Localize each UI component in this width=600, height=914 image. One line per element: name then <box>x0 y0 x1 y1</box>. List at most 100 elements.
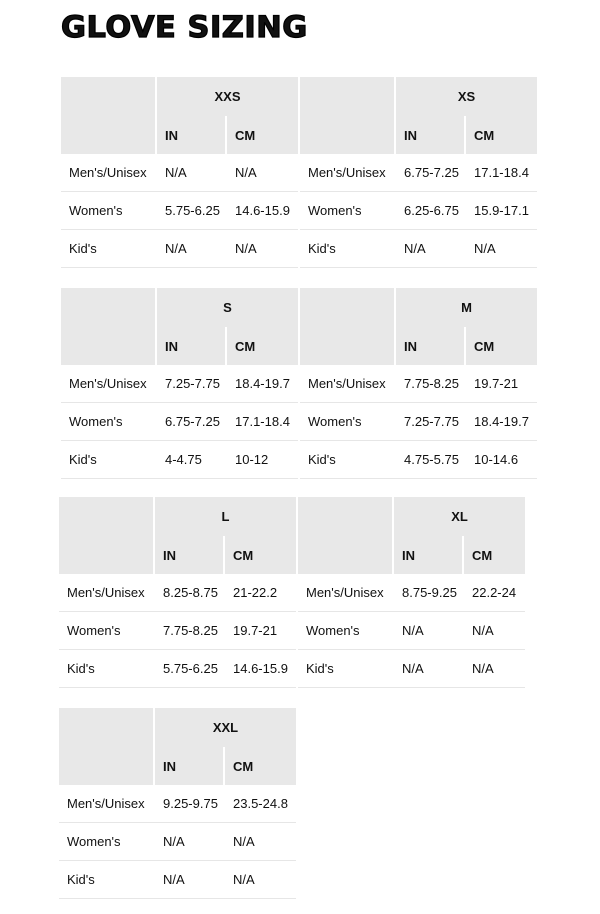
table-row: Men's/Unisex 8.75-9.25 22.2-24 <box>298 574 525 612</box>
unit-cm-header: CM <box>227 116 298 154</box>
size-header: XXL <box>155 708 296 747</box>
value-in: N/A <box>394 612 464 650</box>
table-row: Kid's N/A N/A <box>59 861 296 899</box>
unit-cm-header: CM <box>227 327 298 365</box>
value-in: 4.75-5.75 <box>396 441 466 479</box>
size-table-l: L IN CM Men's/Unisex 8.25-8.75 21-22.2 Women'… <box>59 497 296 688</box>
table-row: Women's N/A N/A <box>298 612 525 650</box>
value-in: 6.75-7.25 <box>157 403 227 441</box>
row-label: Women's <box>300 403 396 441</box>
value-in: 6.75-7.25 <box>396 154 466 192</box>
table-row: Men's/Unisex N/A N/A <box>61 154 298 192</box>
row-label: Men's/Unisex <box>300 365 396 403</box>
value-in: N/A <box>157 230 227 268</box>
unit-in-header: IN <box>157 116 227 154</box>
size-table-m: M IN CM Men's/Unisex 7.75-8.25 19.7-21 Women'… <box>300 288 537 479</box>
header-blank <box>61 77 157 154</box>
unit-in-header: IN <box>157 327 227 365</box>
value-cm: 23.5-24.8 <box>225 785 296 823</box>
size-header: XS <box>396 77 537 116</box>
table-row: Women's N/A N/A <box>59 823 296 861</box>
table-row: Men's/Unisex 7.75-8.25 19.7-21 <box>300 365 537 403</box>
value-cm: 18.4-19.7 <box>227 365 298 403</box>
value-cm: N/A <box>227 230 298 268</box>
header-blank <box>298 497 394 574</box>
value-cm: 17.1-18.4 <box>466 154 537 192</box>
unit-in-header: IN <box>155 747 225 785</box>
value-in: 4-4.75 <box>157 441 227 479</box>
size-header: M <box>396 288 537 327</box>
value-cm: 22.2-24 <box>464 574 525 612</box>
value-in: 6.25-6.75 <box>396 192 466 230</box>
header-blank <box>59 708 155 785</box>
row-label: Women's <box>59 823 155 861</box>
value-cm: 19.7-21 <box>225 612 296 650</box>
size-header: L <box>155 497 296 536</box>
value-in: 9.25-9.75 <box>155 785 225 823</box>
table-row: Kid's 4.75-5.75 10-14.6 <box>300 441 537 479</box>
table-row: Men's/Unisex 6.75-7.25 17.1-18.4 <box>300 154 537 192</box>
table-row: Men's/Unisex 7.25-7.75 18.4-19.7 <box>61 365 298 403</box>
header-blank <box>61 288 157 365</box>
row-label: Men's/Unisex <box>61 154 157 192</box>
size-table-xxs: XXS IN CM Men's/Unisex N/A N/A Women's 5.75-6.… <box>61 77 298 268</box>
unit-in-header: IN <box>396 116 466 154</box>
table-row: Kid's N/A N/A <box>300 230 537 268</box>
value-cm: N/A <box>464 650 525 688</box>
value-cm: N/A <box>464 612 525 650</box>
row-label: Kid's <box>59 861 155 899</box>
table-row: Men's/Unisex 8.25-8.75 21-22.2 <box>59 574 296 612</box>
value-in: 5.75-6.25 <box>157 192 227 230</box>
size-header: S <box>157 288 298 327</box>
unit-in-header: IN <box>155 536 225 574</box>
header-blank <box>59 497 155 574</box>
value-cm: 10-14.6 <box>466 441 537 479</box>
table-row: Kid's 4-4.75 10-12 <box>61 441 298 479</box>
row-label: Women's <box>61 403 157 441</box>
value-cm: 18.4-19.7 <box>466 403 537 441</box>
table-row: Women's 7.75-8.25 19.7-21 <box>59 612 296 650</box>
value-cm: N/A <box>227 154 298 192</box>
unit-cm-header: CM <box>225 747 296 785</box>
value-cm: N/A <box>225 861 296 899</box>
table-row: Kid's N/A N/A <box>61 230 298 268</box>
table-row: Men's/Unisex 9.25-9.75 23.5-24.8 <box>59 785 296 823</box>
row-label: Kid's <box>298 650 394 688</box>
row-label: Men's/Unisex <box>61 365 157 403</box>
unit-in-header: IN <box>394 536 464 574</box>
table-row: Women's 5.75-6.25 14.6-15.9 <box>61 192 298 230</box>
value-in: 7.25-7.75 <box>157 365 227 403</box>
table-row: Women's 6.25-6.75 15.9-17.1 <box>300 192 537 230</box>
row-label: Kid's <box>61 441 157 479</box>
value-in: 8.25-8.75 <box>155 574 225 612</box>
unit-cm-header: CM <box>464 536 525 574</box>
row-label: Women's <box>59 612 155 650</box>
value-cm: 10-12 <box>227 441 298 479</box>
size-header: XXS <box>157 77 298 116</box>
value-in: 7.75-8.25 <box>396 365 466 403</box>
row-label: Men's/Unisex <box>59 574 155 612</box>
row-label: Men's/Unisex <box>59 785 155 823</box>
size-table-xl: XL IN CM Men's/Unisex 8.75-9.25 22.2-24 Women… <box>298 497 525 688</box>
header-blank <box>300 288 396 365</box>
value-in: 5.75-6.25 <box>155 650 225 688</box>
unit-cm-header: CM <box>466 327 537 365</box>
value-in: 8.75-9.25 <box>394 574 464 612</box>
row-label: Men's/Unisex <box>300 154 396 192</box>
size-table-xxl: XXL IN CM Men's/Unisex 9.25-9.75 23.5-24.8 Wo… <box>59 708 296 899</box>
table-row: Kid's N/A N/A <box>298 650 525 688</box>
value-in: N/A <box>157 154 227 192</box>
value-cm: N/A <box>466 230 537 268</box>
value-in: 7.75-8.25 <box>155 612 225 650</box>
table-row: Women's 6.75-7.25 17.1-18.4 <box>61 403 298 441</box>
value-in: N/A <box>396 230 466 268</box>
value-in: N/A <box>155 823 225 861</box>
value-cm: 15.9-17.1 <box>466 192 537 230</box>
unit-cm-header: CM <box>225 536 296 574</box>
table-row: Kid's 5.75-6.25 14.6-15.9 <box>59 650 296 688</box>
row-label: Kid's <box>300 441 396 479</box>
unit-in-header: IN <box>396 327 466 365</box>
size-table-s: S IN CM Men's/Unisex 7.25-7.75 18.4-19.7 Wome… <box>61 288 298 479</box>
unit-cm-header: CM <box>466 116 537 154</box>
header-blank <box>300 77 396 154</box>
